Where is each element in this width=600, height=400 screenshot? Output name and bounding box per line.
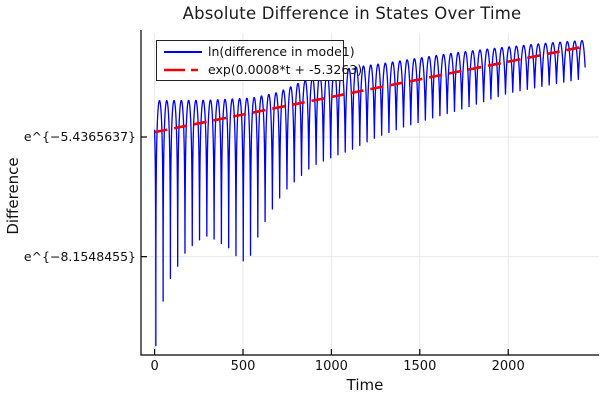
x-tick-label: 1500 [403,359,437,374]
series-line-blue [153,39,586,347]
y-tick-label: e^{−8.1548455} [23,248,136,264]
series-line-red [154,45,586,134]
legend-row: exp(0.0008*t + -5.3263) [163,61,362,78]
x-tick-label: 500 [230,359,256,374]
x-axis-label: Time [346,376,384,394]
legend-label: exp(0.0008*t + -5.3263) [208,62,363,77]
x-tick-label: 1000 [314,359,348,374]
legend-swatch-dashed-line [164,68,202,71]
chart-title: Absolute Difference in States Over Time [182,4,522,23]
x-tick-label: 2000 [491,359,525,374]
legend: ln(difference in mode1) exp(0.0008*t + -5… [156,40,362,81]
legend-label: ln(difference in mode1) [208,44,355,59]
x-tick-label: 0 [150,359,159,374]
legend-row: ln(difference in mode1) [163,43,355,60]
y-axis-label: Difference [4,157,22,235]
y-tick-label: e^{−5.4365637} [23,129,136,144]
legend-swatch-solid-line [164,50,202,53]
